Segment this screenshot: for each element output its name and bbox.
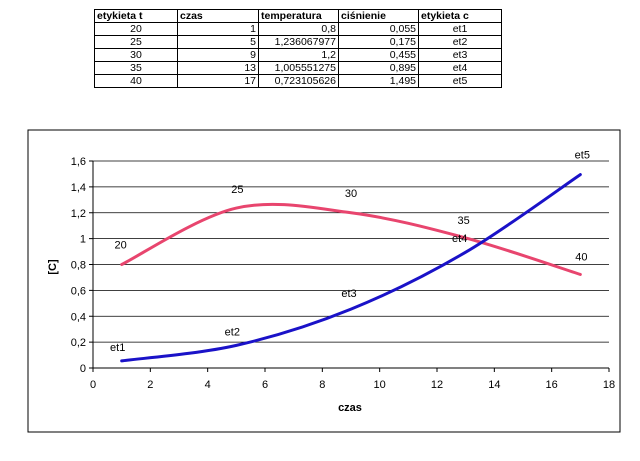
x-tick-label: 8 [319,379,325,391]
point-label: et3 [341,288,356,300]
point-label: et5 [575,150,590,162]
x-tick-label: 4 [205,379,211,391]
point-label: et4 [452,233,467,245]
series-line-1 [122,204,581,274]
x-tick-label: 10 [374,379,386,391]
y-tick-label: 0,2 [71,337,86,349]
x-tick-label: 16 [546,379,558,391]
y-tick-label: 0,6 [71,285,86,297]
x-tick-label: 2 [147,379,153,391]
y-tick-label: 1,2 [71,208,86,220]
point-label: 35 [458,215,470,227]
x-tick-label: 18 [603,379,615,391]
x-tick-label: 14 [488,379,500,391]
y-tick-label: 0,8 [71,260,86,272]
x-tick-label: 6 [262,379,268,391]
x-tick-label: 0 [90,379,96,391]
point-label: 30 [345,188,357,200]
y-tick-label: 1 [80,234,86,246]
y-tick-label: 0 [80,363,86,375]
y-tick-label: 1,6 [71,156,86,168]
y-axis-label: [C] [47,259,59,275]
point-labels: 20 25 30 35 40 et1 et2 et3 et4 et5 [110,150,590,354]
point-label: 25 [231,184,243,196]
x-tick-labels: 0 2 4 6 8 10 12 14 16 18 [90,379,615,391]
point-label: et2 [225,326,240,338]
y-tick-label: 1,4 [71,182,86,194]
point-label: et1 [110,342,125,354]
y-tick-labels: 0 0,2 0,4 0,6 0,8 1 1,2 1,4 1,6 [71,156,86,375]
y-tick-label: 0,4 [71,311,86,323]
point-label: 20 [115,240,127,252]
point-label: 40 [575,251,587,263]
x-axis-label: czas [338,402,362,414]
series-lines [122,175,581,361]
series-line-2 [122,175,581,361]
x-tick-label: 12 [431,379,443,391]
